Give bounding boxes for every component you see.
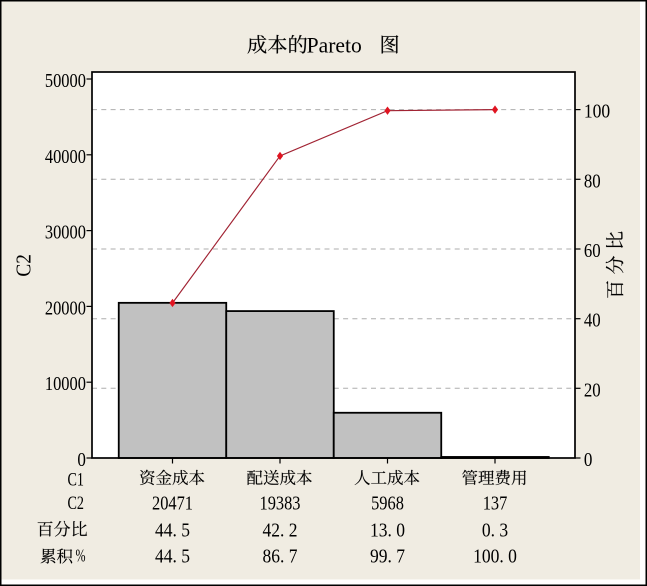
svg-text:30000: 30000 xyxy=(45,222,86,244)
svg-text:Pareto: Pareto xyxy=(307,34,362,58)
svg-text:44. 5: 44. 5 xyxy=(155,519,190,541)
svg-text:137: 137 xyxy=(483,492,508,514)
svg-text:C2: C2 xyxy=(12,254,36,277)
svg-text:42. 2: 42. 2 xyxy=(263,519,298,541)
svg-text:86. 7: 86. 7 xyxy=(263,545,298,567)
svg-text:10000: 10000 xyxy=(45,373,86,395)
svg-text:60: 60 xyxy=(584,240,601,262)
svg-text:C1: C1 xyxy=(68,469,85,490)
svg-text:5968: 5968 xyxy=(371,492,404,514)
svg-text:20000: 20000 xyxy=(45,297,86,319)
svg-text:44. 5: 44. 5 xyxy=(155,545,190,567)
svg-text:40000: 40000 xyxy=(45,146,86,168)
svg-text:80: 80 xyxy=(584,170,601,192)
svg-text:100: 100 xyxy=(584,101,610,123)
svg-text:13. 0: 13. 0 xyxy=(370,519,405,541)
svg-text:20: 20 xyxy=(584,379,601,401)
svg-text:C2: C2 xyxy=(68,493,85,514)
svg-text:0: 0 xyxy=(77,449,86,471)
svg-text:99. 7: 99. 7 xyxy=(370,545,405,567)
svg-text:20471: 20471 xyxy=(152,492,193,514)
svg-text:100. 0: 100. 0 xyxy=(473,545,517,567)
svg-text:0: 0 xyxy=(584,449,593,471)
svg-text:%: % xyxy=(76,546,86,566)
svg-text:0. 3: 0. 3 xyxy=(482,519,508,541)
svg-text:40: 40 xyxy=(584,310,601,332)
svg-text:19383: 19383 xyxy=(260,492,301,514)
svg-text:50000: 50000 xyxy=(45,70,86,92)
